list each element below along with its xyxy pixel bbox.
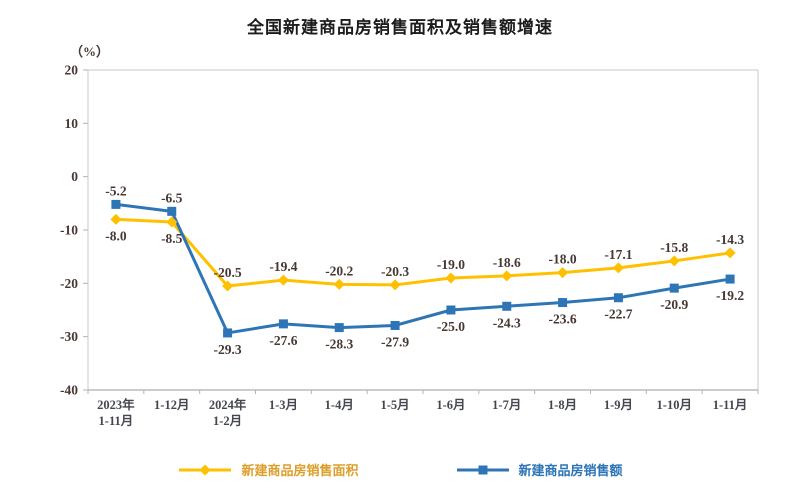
y-axis-label: -10 — [60, 223, 78, 238]
series-line-1 — [114, 202, 732, 335]
data-label: -25.0 — [437, 319, 465, 334]
x-axis-label: 1-9月 — [604, 398, 633, 412]
data-point-square — [390, 320, 400, 330]
legend-diamond-icon — [199, 464, 211, 475]
y-axis-label: 10 — [65, 116, 79, 131]
data-label: -27.9 — [381, 334, 409, 349]
data-point-square — [725, 274, 735, 284]
legend-item-sales-area: 新建商品房销售面积 — [177, 460, 359, 479]
x-axis-label: 1-11月 — [713, 398, 748, 412]
x-axis-label: 1-6月 — [436, 398, 465, 412]
x-axis-label: 1-3月 — [269, 398, 298, 412]
data-point-diamond — [501, 270, 513, 282]
data-point-diamond — [110, 213, 122, 225]
chart-title: 全国新建商品房销售面积及销售额增速 — [247, 18, 553, 37]
data-point-diamond — [668, 255, 680, 267]
x-axis-label: 1-10月 — [657, 398, 692, 412]
x-axis-label: 1-7月 — [492, 398, 521, 412]
data-label: -17.1 — [604, 247, 632, 262]
data-label: -27.6 — [269, 333, 297, 348]
legend-label-sales-amount: 新建商品房销售额 — [518, 463, 623, 478]
data-label: -28.3 — [325, 337, 353, 352]
data-point-diamond — [612, 262, 624, 274]
data-label: -18.6 — [493, 255, 521, 270]
data-point-square — [167, 206, 177, 216]
data-label: -19.0 — [437, 257, 465, 272]
data-label: -19.4 — [269, 259, 297, 274]
x-axis-label: 1-4月 — [325, 398, 354, 412]
data-point-square — [334, 323, 344, 333]
series-line-0 — [114, 217, 732, 288]
legend-label-sales-area: 新建商品房销售面积 — [241, 463, 359, 478]
data-point-diamond — [277, 274, 289, 286]
data-label: -20.9 — [660, 297, 688, 312]
sales-area-legend-marker-icon — [179, 464, 232, 475]
data-label: -8.0 — [105, 228, 127, 243]
data-label: -20.2 — [325, 263, 353, 278]
data-point-diamond — [557, 267, 569, 279]
data-point-square — [278, 319, 288, 329]
x-axis-label: 1-5月 — [380, 398, 409, 412]
data-point-square — [613, 293, 623, 303]
data-point-square — [111, 199, 121, 209]
x-axis-label: 1-8月 — [548, 398, 577, 412]
data-point-square — [446, 305, 456, 315]
x-axis-label: 2023年 1-11月 — [97, 397, 135, 428]
x-axis-label: 1-12月 — [154, 398, 189, 412]
chart-legend: 新建商品房销售面积 新建商品房销售额 — [0, 460, 800, 479]
data-point-diamond — [333, 278, 345, 290]
y-axis-label: 0 — [71, 169, 78, 184]
data-label: -19.2 — [716, 288, 744, 303]
data-label: -24.3 — [493, 315, 521, 330]
data-label: -23.6 — [549, 312, 577, 327]
data-label: -5.2 — [105, 183, 127, 198]
y-axis-label: 20 — [65, 63, 79, 78]
plot-border — [87, 69, 759, 391]
data-point-square — [223, 328, 233, 338]
y-axis-label: -30 — [60, 329, 78, 344]
data-label: -29.3 — [214, 342, 242, 357]
sales-amount-legend-marker-icon — [456, 465, 509, 474]
data-point-diamond — [724, 247, 736, 259]
legend-square-icon — [478, 465, 487, 474]
data-label: -8.5 — [161, 231, 183, 246]
data-label: -20.5 — [214, 265, 242, 280]
data-label: -20.3 — [381, 264, 409, 279]
legend-item-sales-amount: 新建商品房销售额 — [455, 460, 623, 479]
data-point-diamond — [222, 280, 234, 292]
data-point-square — [669, 283, 679, 293]
data-point-diamond — [389, 279, 401, 291]
data-point-diamond — [445, 272, 457, 284]
y-axis-label: -40 — [60, 383, 78, 398]
data-label: -15.8 — [660, 240, 688, 255]
data-point-diamond — [166, 216, 178, 228]
data-label: -18.0 — [549, 252, 577, 267]
data-point-square — [558, 298, 568, 308]
data-label: -22.7 — [604, 307, 632, 322]
data-label: -6.5 — [161, 190, 183, 205]
data-label: -14.3 — [716, 232, 744, 247]
y-axis-unit-label: （%） — [70, 44, 110, 59]
y-axis-label: -20 — [60, 276, 78, 291]
data-point-square — [502, 301, 512, 311]
x-axis-label: 2024年 1-2月 — [209, 397, 247, 428]
